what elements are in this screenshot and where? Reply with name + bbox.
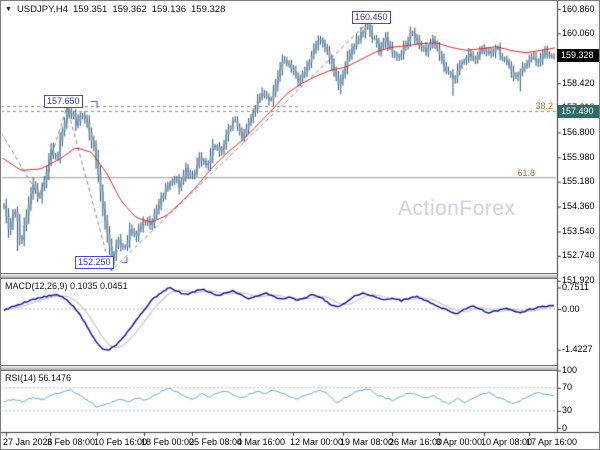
- panel-splitter-macd[interactable]: [1, 273, 557, 279]
- date-axis-label: 10 Apr 08:00: [481, 437, 533, 447]
- date-axis-label: 27 Jan 2026: [3, 437, 53, 447]
- date-axis-label: 25 Feb 08:00: [189, 437, 243, 447]
- macd-indicator-label: MACD(12,26,9) 0.1035 0.0451: [5, 281, 128, 291]
- price-axis-label: 158.420: [562, 77, 595, 88]
- price-axis-label: 155.980: [562, 151, 595, 162]
- price-axis-label: 151.920: [562, 275, 595, 286]
- panel-splitter-rsi[interactable]: [1, 365, 557, 371]
- rsi-axis-label: 70: [562, 382, 573, 393]
- fib-ratio-label: 61.8: [517, 167, 535, 178]
- price-annotation[interactable]: 157.650: [44, 95, 83, 108]
- date-axis-label: 17 Apr 16:00: [526, 437, 578, 447]
- current-price-flag: 159.328: [557, 49, 599, 63]
- rsi-indicator-label: RSI(14) 56.1476: [5, 373, 72, 383]
- symbol-timeframe: USDJPY,H4: [16, 4, 68, 15]
- date-axis-label: 26 Mar 16:00: [389, 437, 443, 447]
- price-annotation[interactable]: 152.250: [75, 256, 114, 269]
- macd-axis-label: 0.00: [562, 303, 580, 314]
- price-axis-label: 156.800: [562, 126, 595, 137]
- price-axis-label: 155.180: [562, 176, 595, 187]
- price-axis-label: 160.860: [562, 3, 595, 14]
- date-axis-label: 3 Feb 08:00: [47, 437, 96, 447]
- date-axis-label: 19 Mar 08:00: [340, 437, 394, 447]
- date-axis-label: 4 Mar 16:00: [237, 437, 286, 447]
- ohlc-open: 159.351: [72, 4, 108, 15]
- fib-ratio-label: 38.2: [535, 101, 553, 112]
- price-axis-label: 154.360: [562, 201, 595, 212]
- price-annotation[interactable]: 160.450: [352, 11, 391, 24]
- watermark: ActionForex: [398, 197, 516, 220]
- chart-header: ▼ USDJPY,H4 159.351 159.362 159.136 159.…: [5, 4, 225, 15]
- rsi-axis-label: 100: [562, 365, 578, 375]
- price-axis-label: 153.540: [562, 226, 595, 237]
- date-axis-label: 18 Feb 00:00: [141, 437, 195, 447]
- macd-axis-label: 0.7511: [562, 282, 589, 293]
- date-axis-label: 12 Mar 00:00: [290, 437, 344, 447]
- macd-axis-label: -1.4227: [562, 344, 593, 355]
- price-axis-label: 160.060: [562, 27, 595, 38]
- rsi-axis-label: 0: [562, 422, 568, 433]
- ohlc-high: 159.362: [112, 4, 147, 15]
- price-axis-label: 152.740: [562, 250, 595, 261]
- ohlc-close: 159.328: [191, 4, 226, 15]
- collapse-arrow-icon[interactable]: ▼: [5, 6, 12, 13]
- date-axis-label: 10 Feb 16:00: [94, 437, 148, 447]
- ohlc-low: 159.136: [151, 4, 187, 15]
- date-axis-label: 3 Apr 00:00: [436, 437, 483, 447]
- rsi-axis-label: 30: [562, 405, 573, 416]
- fib-38-2-flag: 157.490: [557, 104, 599, 118]
